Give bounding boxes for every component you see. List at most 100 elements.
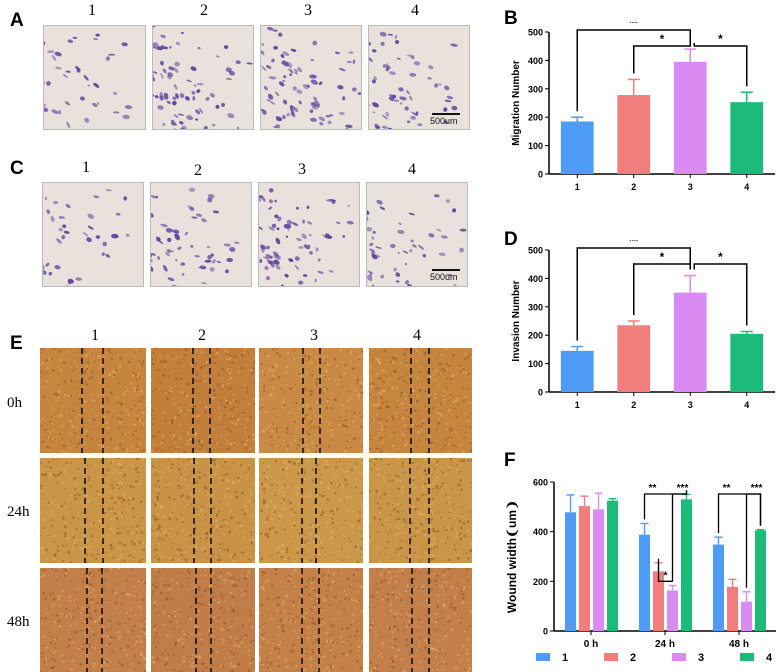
cell-dot [360, 481, 362, 483]
cell-dot [82, 493, 84, 495]
cell-dot [430, 509, 433, 513]
cell-dot [447, 364, 449, 366]
cell-dot [420, 527, 422, 530]
stained-cell [159, 91, 164, 100]
stained-cell [290, 111, 295, 115]
cell-dot [331, 517, 334, 520]
cell-dot [339, 376, 342, 379]
cell-dot [310, 417, 312, 420]
cell-dot [124, 483, 127, 486]
cell-dot [298, 373, 301, 375]
stained-cell [215, 104, 220, 109]
cell-dot [406, 382, 409, 385]
cell-dot [462, 371, 465, 373]
cell-dot [139, 520, 142, 522]
cell-dot [48, 357, 50, 360]
cell-dot [265, 384, 267, 386]
cell-dot [151, 449, 154, 452]
cell-dot [134, 429, 136, 431]
cell-dot [272, 364, 275, 366]
stained-cell [154, 42, 160, 48]
cell-dot [125, 653, 128, 656]
cell-dot [287, 473, 289, 475]
cell-dot [67, 551, 70, 553]
cell-dot [464, 424, 467, 427]
cell-dot [429, 396, 432, 399]
cell-dot [342, 469, 344, 471]
cell-dot [169, 394, 171, 396]
panel-label-a: A [10, 10, 24, 31]
cell-dot [98, 519, 101, 522]
cell-speckle [259, 348, 363, 453]
cell-dot [106, 469, 109, 472]
cell-dot [82, 426, 85, 429]
cell-dot [283, 446, 285, 449]
cell-dot [186, 496, 190, 499]
cell-dot [241, 413, 244, 416]
cell-dot [220, 400, 222, 402]
stained-cell [62, 73, 68, 78]
cell-dot [49, 544, 51, 546]
cell-dot [159, 530, 162, 533]
stained-cell [301, 233, 307, 240]
cell-dot [376, 377, 379, 380]
cell-dot [354, 389, 357, 392]
migration-image-2 [152, 25, 254, 130]
cell-dot [62, 444, 66, 448]
cell-dot [459, 445, 461, 447]
cell-dot [320, 446, 322, 448]
cell-dot [445, 483, 448, 487]
cell-dot [248, 463, 250, 466]
cell-dot [360, 531, 362, 533]
cell-dot [469, 510, 471, 512]
cell-dot [160, 486, 162, 488]
cell-dot [341, 361, 344, 363]
cell-dot [419, 560, 422, 563]
stained-cell [296, 89, 303, 95]
cell-dot [123, 559, 126, 562]
cell-dot [438, 430, 440, 432]
stained-cell [271, 223, 277, 229]
cell-dot [80, 522, 82, 524]
cell-dot [51, 555, 54, 558]
cell-dot [202, 438, 204, 440]
cell-dot [313, 446, 315, 448]
cell-dot [75, 537, 77, 540]
cell-dot [125, 404, 127, 406]
cell-dot [143, 560, 145, 563]
cell-dot [143, 518, 146, 520]
cell-dot [333, 478, 335, 480]
cell-dot [173, 503, 176, 505]
cell-dot [110, 484, 114, 487]
cell-dot [377, 473, 381, 476]
cell-dot [172, 355, 175, 358]
cell-dot [165, 481, 167, 483]
cell-dot [176, 532, 179, 535]
cell-dot [405, 362, 408, 365]
cell-dot [468, 426, 471, 429]
cell-dot [58, 419, 60, 421]
stained-cell [428, 233, 435, 238]
cell-dot [320, 481, 323, 484]
cell-dot [55, 569, 58, 572]
cell-dot [132, 433, 135, 436]
cell-dot [294, 413, 296, 415]
cell-dot [446, 368, 449, 371]
cell-dot [222, 475, 224, 477]
cell-dot [227, 447, 231, 451]
cell-dot [183, 393, 186, 395]
cell-dot [348, 537, 351, 540]
cell-dot [109, 351, 112, 354]
cell-dot [194, 506, 196, 507]
cell-dot [251, 373, 253, 376]
cell-dot [177, 484, 180, 487]
cell-dot [201, 365, 203, 367]
cell-dot [81, 502, 84, 504]
cell-dot [408, 550, 410, 553]
cell-dot [80, 547, 83, 551]
cell-dot [195, 372, 197, 374]
cell-dot [53, 554, 56, 558]
stained-cell [50, 216, 55, 222]
cell-dot [229, 397, 231, 399]
cell-dot [267, 369, 271, 372]
